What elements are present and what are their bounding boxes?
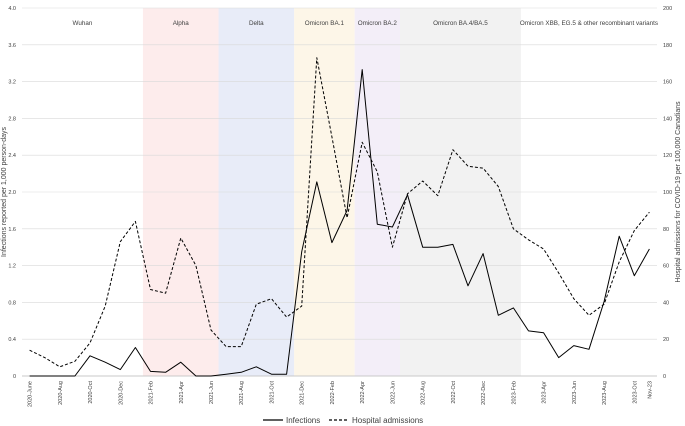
left-tick-label: 3.2 [8,80,16,86]
period-label: Delta [249,20,264,27]
period-label: Wuhan [73,20,93,27]
right-axis-label: Hospital admissions for COVID-19 per 100… [675,101,682,283]
x-tick-label: 2022-Dec [481,381,487,405]
right-tick-label: 40 [663,300,669,306]
series-lines [29,57,650,377]
left-tick-label: 0.4 [8,337,16,343]
left-tick-label: 2.4 [8,153,16,159]
x-tick-label: 2022-Apr [360,381,366,404]
x-tick-label: 2022-Feb [330,381,336,405]
x-tick-label: Nov-23 [647,381,653,399]
x-tick-label: 2021-Oct [269,381,275,404]
x-tick-label: 2023-Aug [602,381,608,405]
x-tick-label: 2021-Feb [149,381,155,405]
x-tick-label: 2023-Oct [632,381,638,404]
x-tick-label: 2021-Aug [239,381,245,405]
left-tick-label: 1.6 [8,227,16,233]
x-tick-label: 2022-Oct [451,381,457,404]
x-tick-label: 2020-Oct [88,381,94,404]
x-tick-label: 2021-Jun [209,381,215,404]
right-tick-label: 120 [663,153,672,159]
hospital-admissions-line [29,57,650,368]
right-tick-label: 0 [663,374,666,380]
right-tick-label: 100 [663,190,672,196]
period-label: Omicron BA.2 [358,20,398,27]
legend: Infections Hospital admissions [263,416,423,425]
left-tick-label: 0.8 [8,300,16,306]
x-tick-label: 2020-Aug [58,381,64,405]
left-tick-label: 1.2 [8,264,16,270]
period-label: Omicron BA.4/BA.5 [433,20,488,27]
infections-line [29,69,650,377]
legend-infections-label: Infections [286,416,320,425]
right-tick-label: 160 [663,80,672,86]
gridlines [22,7,657,377]
x-tick-label: 2021-Apr [179,381,185,404]
x-tick-label: 2021-Dec [300,381,306,405]
period-label: Omicron BA.1 [305,20,345,27]
period-label: Alpha [173,20,190,27]
x-tick-label: 2022-Jun [390,381,396,404]
right-tick-label: 200 [663,6,672,12]
period-label: Omicron XBB, EG.5 & other recombinant va… [520,20,658,27]
x-tick-label: 2022-Aug [421,381,427,405]
right-tick-label: 60 [663,264,669,270]
right-tick-label: 180 [663,43,672,49]
right-axis-ticks: 0 20 40 60 80 100 120 140 160 180 200 [663,6,672,380]
x-tick-label: 2023-Jun [572,381,578,404]
x-tick-label: 2020-June [28,381,34,407]
left-axis-label: Infections reported per 1,000 person-day… [1,127,8,257]
legend-hospital-label: Hospital admissions [352,416,423,425]
left-tick-label: 3.6 [8,43,16,49]
right-tick-label: 140 [663,116,672,122]
period-labels: Wuhan Alpha Delta Omicron BA.1 Omicron BA.2 O… [73,20,659,27]
left-tick-label: 4.0 [8,6,16,12]
left-tick-label: 2.8 [8,116,16,122]
right-tick-label: 20 [663,337,669,343]
x-tick-label: 2023-Feb [511,381,517,405]
left-axis-ticks: 0 0.4 0.8 1.2 1.6 2.0 2.4 2.8 3.2 3.6 4.0 [8,6,16,380]
x-axis-ticks: 2020-June 2020-Aug 2020-Oct 2020-Dec 2021-Fe… [28,381,654,407]
left-tick-label: 2.0 [8,190,16,196]
x-tick-label: 2020-Dec [118,381,124,405]
x-tick-label: 2023-Apr [542,381,548,404]
right-tick-label: 80 [663,227,669,233]
left-tick-label: 0 [13,374,16,380]
